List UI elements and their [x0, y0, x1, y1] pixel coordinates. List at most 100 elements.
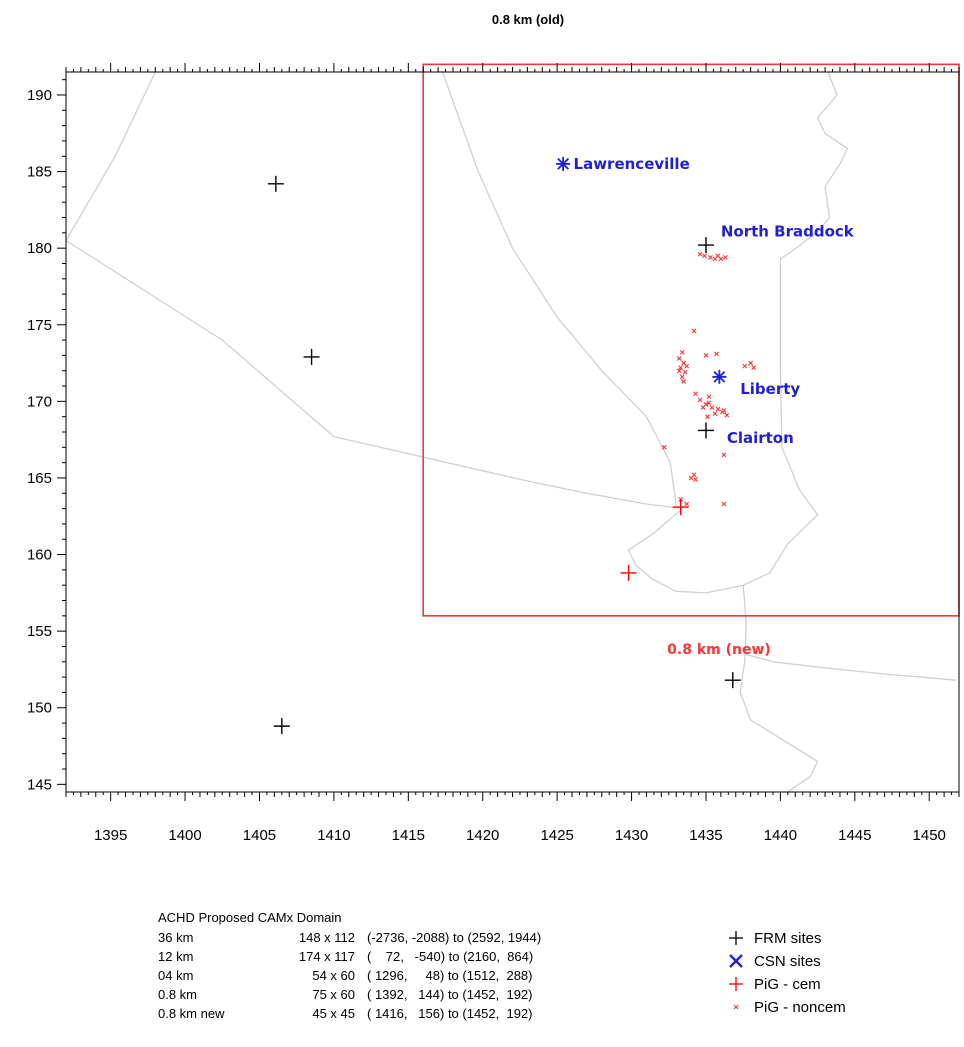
legend-marker [733, 1004, 739, 1010]
point-pig-noncem [702, 253, 707, 259]
domain-res-cell: 0.8 km new [158, 1006, 225, 1021]
marker-stroke [718, 256, 724, 262]
x-tick-label: 1450 [913, 827, 946, 844]
point-csn-site [556, 156, 571, 171]
legend-item: PiG - noncem [733, 999, 846, 1016]
x-tick-label: 1405 [243, 827, 276, 844]
point-pig-noncem [721, 408, 727, 413]
domain-res-cell: 36 km [158, 930, 193, 945]
point-pig-noncem [679, 374, 685, 380]
marker-stroke [721, 452, 727, 458]
domain-box-label: 0.8 km (new) [667, 642, 771, 658]
marker-stroke [693, 391, 698, 397]
marker-stroke [691, 328, 697, 334]
domain-range-cell: ( 1392, 144) to (1452, 192) [367, 987, 533, 1002]
point-pig-noncem [684, 501, 690, 507]
boundary-line [65, 71, 156, 241]
boundary-line [744, 653, 957, 681]
plot-frame [65, 71, 960, 793]
point-pig-noncem [682, 369, 688, 375]
domain-table-row: 12 km 174 x 117 ( 72, -540) to (2160, 864) [158, 949, 533, 964]
point-pig-noncem [688, 475, 694, 481]
x-tick-label: 1400 [168, 827, 201, 844]
site-labels: Lawrenceville North Braddock Liberty Clairt… [574, 155, 855, 447]
marker-stroke [684, 363, 690, 369]
x-tick-labels: 1395 1400 1405 1410 1415 1420 1425 1430 1435 1440… [94, 827, 946, 844]
marker-stroke [706, 400, 712, 406]
marker-stroke [661, 444, 667, 450]
point-pig-cem [620, 564, 637, 581]
point-pig-noncem [676, 368, 682, 374]
point-pig-noncem [709, 405, 715, 410]
domain-res-cell: 04 km [158, 968, 193, 983]
site-label: Lawrenceville [574, 155, 690, 173]
marker-stroke [678, 365, 684, 371]
legend-marker [729, 954, 743, 968]
point-pig-noncem [748, 360, 754, 366]
marker-stroke [712, 411, 718, 417]
marker-stroke [722, 254, 728, 260]
marker-stroke [679, 374, 685, 380]
point-pig-noncem [691, 328, 697, 334]
point-frm-site [697, 422, 714, 439]
legend-marker [729, 977, 743, 991]
domain-table-row: 04 km 54 x 60 ( 1296, 48) to (1512, 288) [158, 968, 533, 983]
y-tick-label: 185 [27, 164, 52, 181]
domain-range-cell: ( 72, -540) to (2160, 864) [367, 949, 533, 964]
domain-size-cell: 45 x 45 [312, 1006, 355, 1021]
marker-stroke [703, 353, 709, 358]
y-tick-label: 180 [27, 240, 52, 257]
county-boundaries [65, 71, 957, 793]
point-pig-noncem [722, 254, 728, 260]
point-pig-noncem [714, 351, 719, 357]
legend-label: PiG - cem [754, 976, 821, 993]
x-tick-label: 1420 [466, 827, 499, 844]
marker-stroke [714, 351, 719, 357]
domain-table-row: 36 km 148 x 112 (-2736, -2088) to (2592, 1… [158, 930, 541, 945]
point-pig-noncem [724, 412, 730, 418]
marker-stroke [676, 368, 682, 374]
y-tick-label: 160 [27, 547, 52, 564]
marker-stroke [724, 412, 730, 418]
legend-label: CSN sites [754, 953, 821, 970]
boundary-line [65, 71, 849, 594]
marker-stroke [748, 360, 754, 366]
x-tick-label: 1430 [615, 827, 648, 844]
point-pig-noncem [679, 349, 685, 355]
data-points [267, 156, 756, 735]
legend: FRM sites CSN sites PiG - cem PiG - noncem [729, 930, 846, 1016]
x-tick-label: 1445 [838, 827, 871, 844]
marker-stroke [681, 360, 687, 366]
y-tick-label: 175 [27, 317, 52, 334]
legend-item: FRM sites [729, 930, 822, 947]
point-pig-noncem [706, 394, 712, 400]
y-tick-labels: 145 150 155 160 165 170 175 180 185 190 [27, 87, 52, 793]
y-tick-label: 150 [27, 700, 52, 717]
new-domain-box [422, 63, 960, 617]
site-label: Liberty [740, 380, 800, 398]
boundary-line [441, 71, 677, 506]
domain-res-cell: 0.8 km [158, 987, 197, 1002]
chart-title: 0.8 km (old) [492, 12, 564, 27]
marker-stroke [721, 501, 727, 507]
point-pig-noncem [678, 365, 684, 371]
point-pig-noncem [684, 363, 690, 369]
marker-stroke [729, 954, 743, 968]
marker-stroke [721, 408, 727, 413]
marker-stroke [709, 405, 715, 410]
point-pig-noncem [681, 379, 687, 384]
marker-stroke [733, 1004, 739, 1010]
domain-size-cell: 174 x 117 [299, 949, 355, 964]
marker-stroke [693, 477, 698, 482]
legend-label: FRM sites [754, 930, 822, 947]
point-pig-noncem [721, 452, 727, 458]
marker-stroke [708, 254, 713, 260]
marker-stroke [742, 363, 748, 369]
marker-stroke [706, 394, 712, 400]
x-tick-label: 1435 [689, 827, 722, 844]
legend-item: PiG - cem [729, 976, 821, 993]
marker-stroke [705, 414, 710, 420]
marker-stroke [679, 349, 685, 355]
x-tick-label: 1425 [540, 827, 573, 844]
x-tick-label: 1410 [317, 827, 350, 844]
